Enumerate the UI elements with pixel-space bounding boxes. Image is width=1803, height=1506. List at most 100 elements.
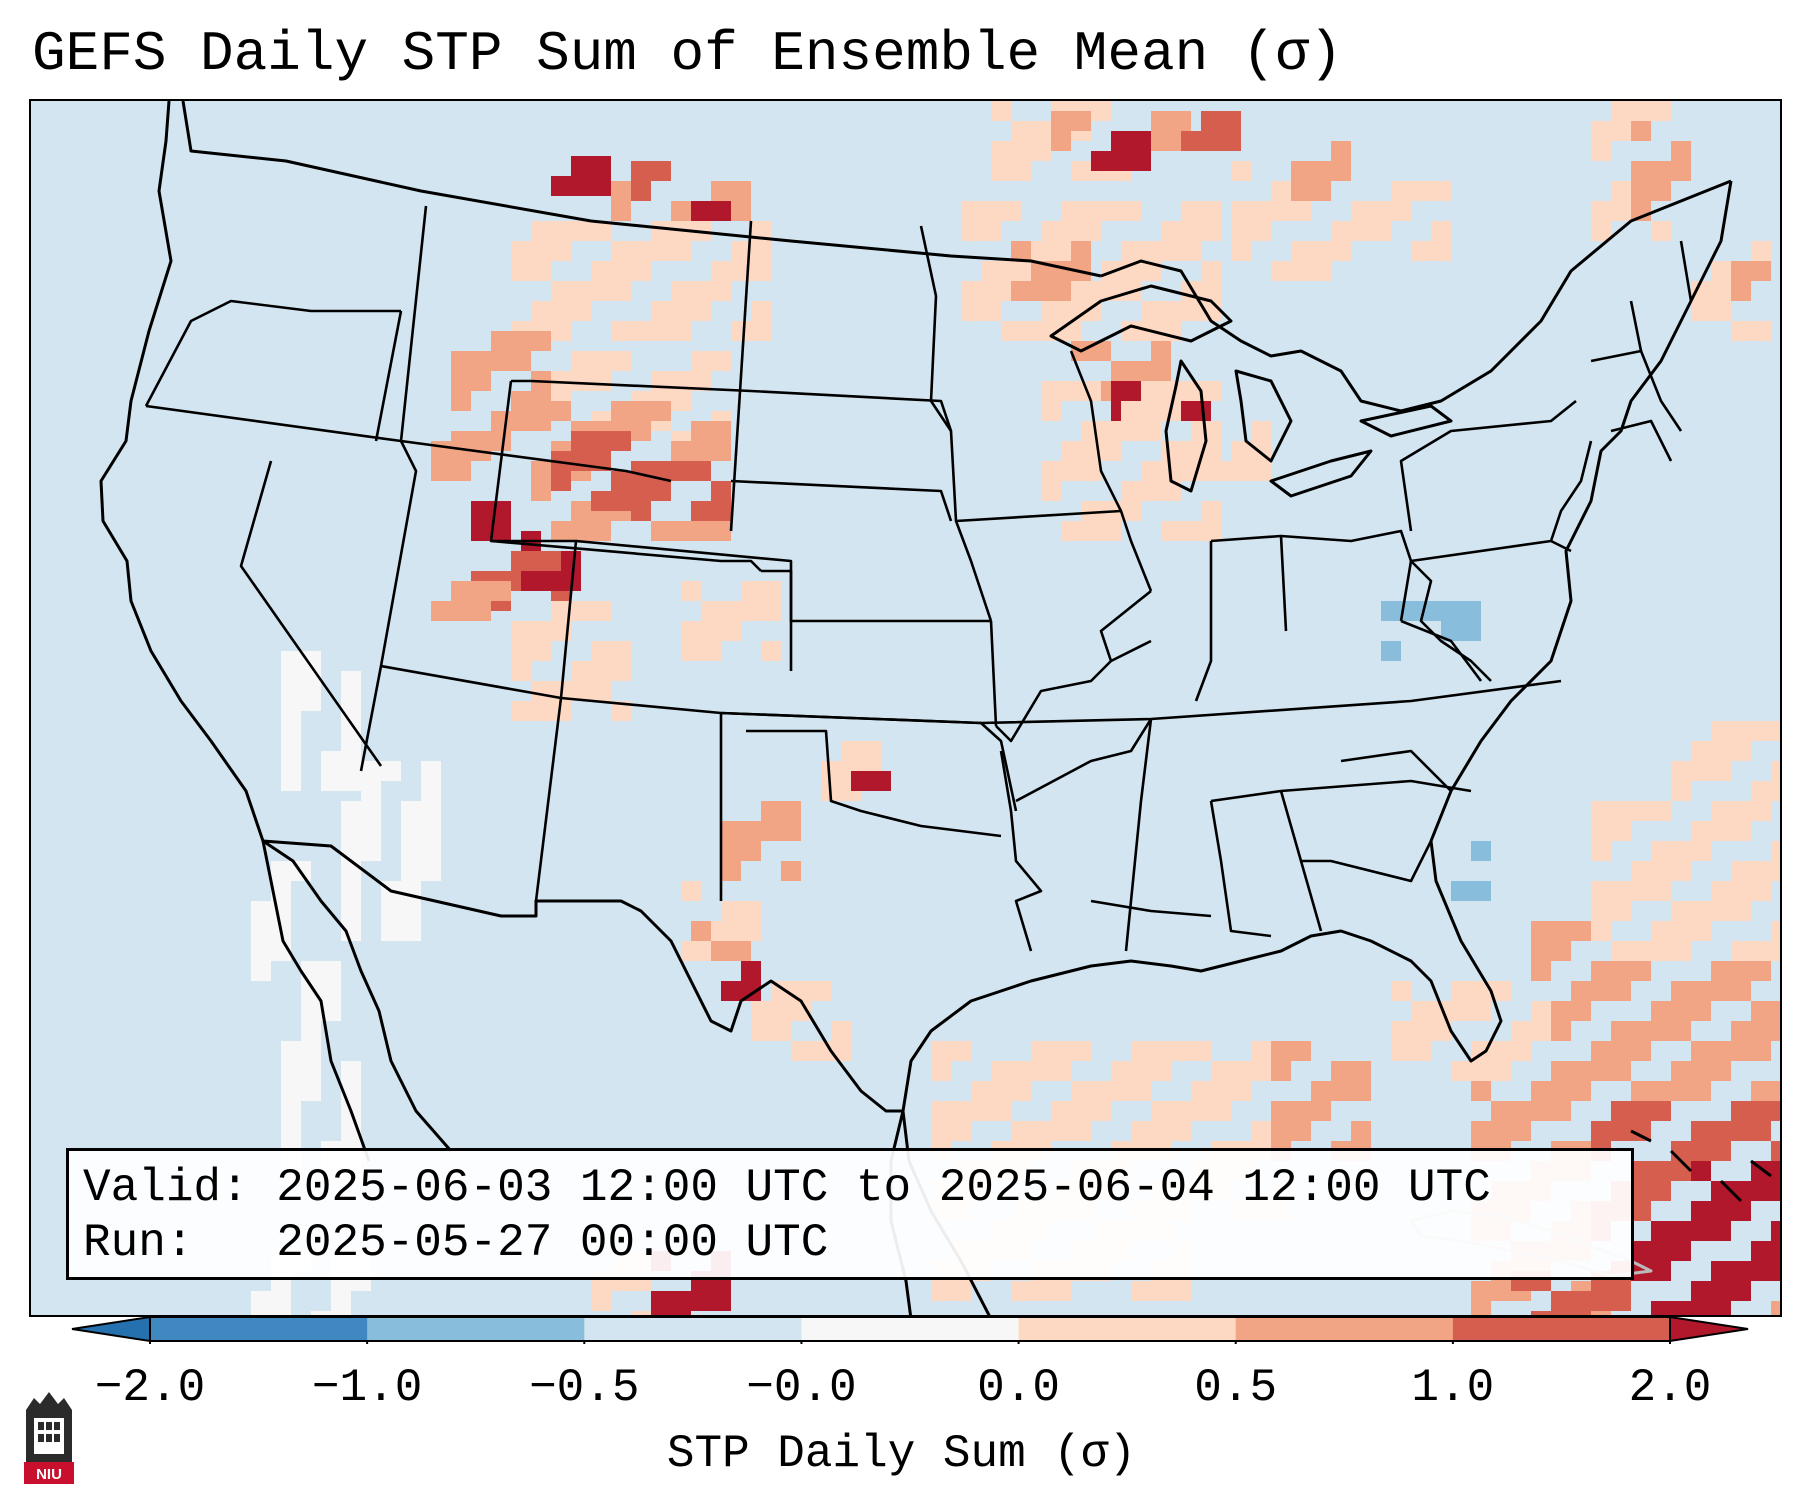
anomaly-cell bbox=[1711, 1301, 1731, 1315]
anomaly-cell bbox=[1691, 1141, 1711, 1161]
anomaly-cell bbox=[1671, 141, 1691, 161]
anomaly-cell bbox=[951, 1121, 971, 1141]
anomaly-cell bbox=[471, 371, 491, 391]
lake-ontario bbox=[1359, 404, 1453, 438]
anomaly-cell bbox=[1391, 1041, 1411, 1061]
anomaly-cell bbox=[451, 441, 471, 461]
anomaly-cell bbox=[1611, 101, 1631, 121]
anomaly-cell bbox=[1331, 1081, 1351, 1101]
anomaly-cell bbox=[1711, 801, 1731, 821]
anomaly-cell bbox=[871, 771, 891, 791]
anomaly-cell bbox=[591, 281, 611, 301]
anomaly-cell bbox=[761, 601, 781, 621]
anomaly-cell bbox=[1251, 461, 1271, 481]
anomaly-cell bbox=[811, 981, 831, 1001]
anomaly-cell bbox=[1611, 941, 1631, 961]
anomaly-cell bbox=[611, 281, 631, 301]
anomaly-cell bbox=[1141, 481, 1161, 501]
anomaly-cell bbox=[1731, 821, 1751, 841]
anomaly-cell bbox=[691, 441, 711, 461]
anomaly-cell bbox=[1151, 111, 1171, 131]
anomaly-cell bbox=[1041, 241, 1061, 261]
anomaly-cell bbox=[1221, 111, 1241, 131]
anomaly-cell bbox=[1651, 1301, 1671, 1315]
anomaly-cell bbox=[1511, 1041, 1531, 1061]
anomaly-cell bbox=[1711, 821, 1731, 841]
lake-superior bbox=[1049, 284, 1233, 353]
anomaly-cell bbox=[651, 1311, 671, 1315]
anomaly-cell bbox=[971, 1081, 991, 1101]
anomaly-cell bbox=[1531, 1311, 1551, 1315]
anomaly-cell bbox=[981, 221, 1001, 241]
anomaly-cell bbox=[401, 921, 421, 941]
anomaly-cell bbox=[571, 281, 591, 301]
anomaly-cell bbox=[471, 501, 491, 521]
anomaly-cell bbox=[651, 321, 671, 341]
anomaly-cell bbox=[471, 581, 491, 601]
anomaly-cell bbox=[1001, 321, 1021, 341]
anomaly-cell bbox=[1751, 1181, 1771, 1201]
anomaly-cell bbox=[1771, 921, 1780, 941]
anomaly-cell bbox=[1771, 1221, 1780, 1241]
anomaly-cell bbox=[1251, 1061, 1271, 1081]
anomaly-cell bbox=[421, 821, 441, 841]
anomaly-cell bbox=[951, 1281, 971, 1301]
anomaly-cell bbox=[531, 401, 551, 421]
anomaly-cell bbox=[931, 1281, 951, 1301]
anomaly-cell bbox=[1631, 1101, 1651, 1121]
anomaly-cell bbox=[1771, 1261, 1780, 1281]
anomaly-cell bbox=[1731, 1041, 1751, 1061]
anomaly-cell bbox=[451, 351, 471, 371]
anomaly-cell bbox=[1351, 1121, 1371, 1141]
anomaly-cell bbox=[281, 1061, 301, 1081]
anomaly-cell bbox=[1631, 861, 1651, 881]
anomaly-cell bbox=[1731, 721, 1751, 741]
anomaly-cell bbox=[1691, 1201, 1711, 1221]
anomaly-cell bbox=[1151, 1101, 1171, 1121]
anomaly-cell bbox=[701, 641, 721, 661]
anomaly-cell bbox=[1161, 381, 1181, 401]
anomaly-cell bbox=[1591, 221, 1611, 241]
anomaly-cell bbox=[1151, 1061, 1171, 1081]
anomaly-cell bbox=[831, 1041, 851, 1061]
anomaly-cell bbox=[401, 841, 421, 861]
anomaly-cell bbox=[1251, 201, 1271, 221]
anomaly-cell bbox=[1181, 301, 1201, 321]
anomaly-cell bbox=[671, 461, 691, 481]
anomaly-cell bbox=[631, 421, 651, 441]
anomaly-cell bbox=[1691, 301, 1711, 321]
anomaly-cell bbox=[1071, 1121, 1091, 1141]
anomaly-cell bbox=[1531, 921, 1551, 941]
anomaly-cell bbox=[1551, 1021, 1571, 1041]
anomaly-cell bbox=[681, 641, 701, 661]
anomaly-cell bbox=[591, 681, 611, 701]
anomaly-cell bbox=[671, 521, 691, 541]
anomaly-cell bbox=[301, 1021, 321, 1041]
anomaly-cell bbox=[681, 941, 701, 961]
anomaly-cell bbox=[1221, 131, 1241, 151]
anomaly-cell bbox=[1551, 1001, 1571, 1021]
anomaly-cell bbox=[1711, 961, 1731, 981]
anomaly-cell bbox=[491, 521, 511, 541]
anomaly-cell bbox=[421, 841, 441, 861]
anomaly-cell bbox=[491, 351, 511, 371]
anomaly-cell bbox=[741, 841, 761, 861]
anomaly-cell bbox=[1201, 261, 1221, 281]
anomaly-cell bbox=[281, 1101, 301, 1121]
anomaly-cell bbox=[721, 901, 741, 921]
anomaly-cell bbox=[1611, 881, 1631, 901]
anomaly-cell bbox=[1731, 801, 1751, 821]
anomaly-cell bbox=[1591, 881, 1611, 901]
anomaly-cell bbox=[1311, 1081, 1331, 1101]
colorbar-tick-label: −2.0 bbox=[94, 1362, 206, 1414]
anomaly-cell bbox=[551, 176, 571, 196]
colorbar-bin bbox=[1235, 1317, 1454, 1341]
colorbar-label: STP Daily Sum (σ) bbox=[666, 1428, 1137, 1480]
anomaly-cell bbox=[571, 681, 591, 701]
anomaly-cell bbox=[1571, 1311, 1591, 1315]
anomaly-cell bbox=[1571, 1081, 1591, 1101]
anomaly-cell bbox=[1231, 201, 1251, 221]
anomaly-cell bbox=[691, 501, 711, 521]
anomaly-cell bbox=[671, 201, 691, 221]
anomaly-cell bbox=[251, 961, 271, 981]
